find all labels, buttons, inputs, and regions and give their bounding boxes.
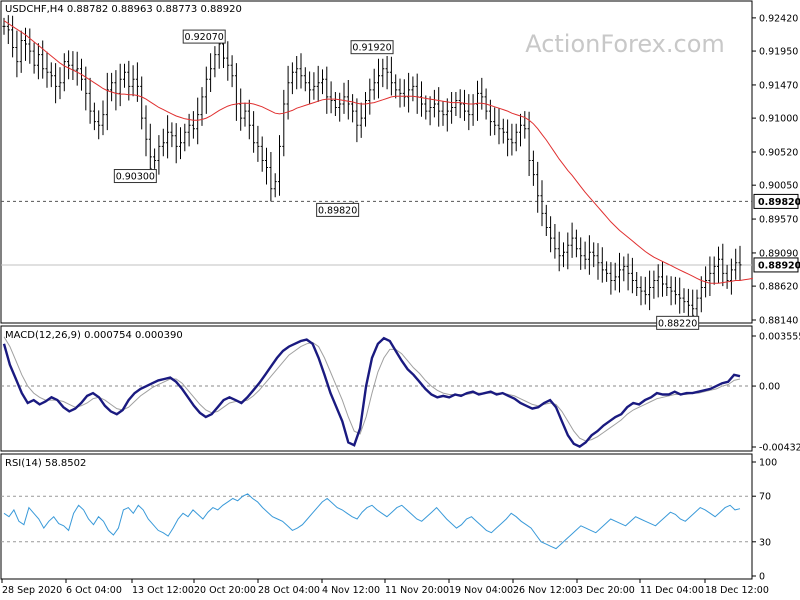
annotation-box [656, 315, 700, 330]
price-tick-label: 0.91950 [759, 47, 798, 58]
price-bars [2, 15, 742, 323]
watermark: ActionForex.com [525, 30, 725, 58]
macd-tick-label: 0.00 [759, 382, 780, 393]
x-tick-label: 11 Nov 20:00 [385, 585, 449, 596]
rsi-header: RSI(14) 58.8502 [5, 458, 86, 469]
annotation-label: 0.88220 [658, 318, 697, 329]
price-tick-label: 0.88140 [759, 316, 798, 327]
x-tick-label: 18 Dec 12:00 [705, 585, 769, 596]
annotation-box [316, 202, 360, 217]
x-tick-label: 28 Sep 2020 [2, 585, 62, 596]
rsi-line [3, 493, 741, 550]
annotation-box [182, 29, 226, 44]
price-header: USDCHF,H4 0.88782 0.88963 0.88773 0.8892… [5, 4, 242, 15]
x-tick-label: 20 Oct 20:00 [194, 585, 256, 596]
rsi-tick-label: 100 [759, 458, 777, 469]
last-price-label-box [753, 257, 799, 273]
macd-header: MACD(12,26,9) 0.000754 0.000390 [5, 330, 183, 341]
price-tick-label: 0.91000 [759, 114, 798, 125]
rsi-tick-label: 30 [759, 537, 771, 548]
price-tick-label: 0.89090 [759, 248, 798, 259]
macd-tick-label: -0.004328 [759, 443, 800, 454]
rsi-tick-label: 0 [759, 572, 765, 583]
x-tick-label: 26 Nov 12:00 [513, 585, 577, 596]
x-tick-label: 6 Oct 04:00 [66, 585, 122, 596]
annotation-box [350, 40, 394, 55]
support-price-label-box [753, 193, 799, 209]
rsi-tick-label: 70 [759, 492, 771, 503]
annotation-label: 0.89820 [318, 205, 357, 216]
support-price-label: 0.89820 [758, 197, 800, 208]
x-tick-label: 4 Nov 12:00 [322, 585, 380, 596]
annotation-label: 0.92070 [185, 32, 224, 43]
price-tick-label: 0.90520 [759, 148, 798, 159]
annotation-box [113, 169, 157, 184]
price-tick-label: 0.89570 [759, 215, 798, 226]
price-panel [0, 0, 753, 324]
annotation-label: 0.91920 [352, 43, 391, 54]
x-tick-label: 3 Dec 20:00 [577, 585, 635, 596]
x-tick-label: 13 Oct 12:00 [132, 585, 194, 596]
annotation-label: 0.90300 [116, 172, 155, 183]
x-tick-label: 11 Dec 04:00 [640, 585, 704, 596]
price-tick-label: 0.90050 [759, 181, 798, 192]
x-tick-label: 19 Nov 04:00 [449, 585, 513, 596]
last-price-label: 0.88920 [758, 260, 800, 271]
price-tick-label: 0.88620 [759, 282, 798, 293]
macd-signal-line [3, 336, 741, 442]
moving-average-line [3, 20, 753, 284]
macd-main-line [2, 336, 741, 448]
price-tick-label: 0.91470 [759, 80, 798, 91]
rsi-panel [0, 453, 753, 580]
macd-tick-label: 0.003555 [759, 332, 800, 343]
price-tick-label: 0.92420 [759, 13, 798, 24]
x-tick-label: 28 Oct 04:00 [258, 585, 320, 596]
